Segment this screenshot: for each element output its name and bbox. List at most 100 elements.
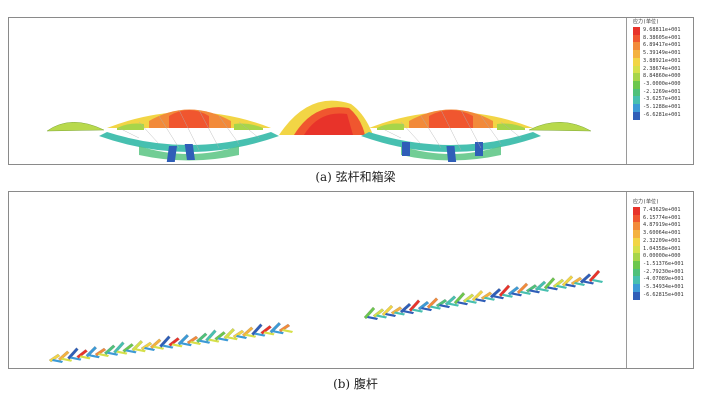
web-member: [471, 290, 484, 302]
web-member: [538, 287, 549, 292]
web-member: [48, 353, 61, 363]
legend-swatch: [633, 42, 640, 51]
web-member: [534, 280, 547, 292]
legend-value: 7.43629e+001: [643, 207, 681, 213]
web-member: [516, 282, 529, 294]
caption-a: (a) 弦杆和箱梁: [315, 170, 396, 184]
web-member: [214, 331, 226, 341]
web-member: [489, 288, 502, 299]
web-member: [177, 334, 189, 346]
left-support-b: [166, 146, 178, 162]
web-member: [399, 302, 412, 314]
web-member: [125, 349, 137, 354]
right-support-a: [402, 142, 410, 156]
web-member: [134, 348, 146, 353]
legend-value: 3.60064e+001: [643, 230, 681, 237]
legend-value: 2.38674e+001: [643, 65, 681, 72]
legend-value: -3.6257e+001: [643, 96, 681, 103]
web-member: [85, 346, 97, 358]
web-member: [462, 293, 475, 303]
legend-swatch: [633, 111, 640, 120]
legend-swatch: [633, 260, 640, 269]
web-member: [444, 295, 457, 306]
legend-swatch: [633, 245, 640, 254]
web-member: [435, 299, 448, 308]
web-member: [153, 345, 165, 350]
web-member: [190, 341, 201, 345]
legend-swatch: [633, 50, 640, 59]
web-member: [394, 311, 405, 316]
web-member: [232, 329, 245, 339]
panel-chords-box-girder: 应力(单位) 9.68811e+001 8.38605e+001 6.89417e+…: [8, 17, 694, 165]
web-member: [88, 354, 100, 359]
web-member: [511, 292, 522, 297]
web-member: [498, 284, 511, 297]
web-member: [507, 286, 520, 296]
web-member: [376, 314, 387, 319]
web-member: [588, 269, 601, 283]
legend-swatch: [633, 237, 640, 246]
web-member: [76, 349, 88, 359]
web-member: [272, 330, 284, 335]
web-member: [94, 347, 107, 357]
right-arch-lower-chord: [361, 132, 541, 162]
legend-value: -5.1288e+001: [643, 104, 681, 110]
web-member: [199, 339, 211, 344]
legend-value: -4.07089e+001: [643, 276, 684, 283]
legend-swatch: [633, 96, 640, 105]
legend-swatch: [633, 27, 640, 35]
web-member: [583, 280, 594, 285]
web-member: [372, 308, 385, 318]
web-member: [171, 343, 183, 348]
legend-value: -5.34934e+001: [643, 284, 684, 290]
legend-swatch: [633, 268, 640, 277]
web-member: [520, 290, 531, 295]
web-member: [408, 299, 421, 312]
chord-girder-stress-plot: [46, 100, 592, 162]
legend-b: 应力(单位) 7.43629e+001 6.15774e+001 4.87919e+…: [633, 198, 693, 300]
web-member: [421, 307, 432, 312]
legend-title: 应力(单位): [633, 19, 660, 25]
web-member: [547, 286, 558, 291]
web-member: [502, 293, 513, 298]
legend-swatch: [633, 57, 640, 66]
right-arch-upper-chord: [369, 109, 533, 130]
panel-web-members: 应力(单位) 7.43629e+001 6.15774e+001 4.87919e+…: [8, 191, 694, 369]
web-member: [475, 298, 486, 303]
legend-swatch: [633, 207, 640, 215]
legend-value: 5.39149e+001: [643, 50, 681, 57]
legend-value: 1.04358e+001: [643, 245, 681, 252]
web-member: [529, 289, 540, 294]
web-member: [430, 305, 441, 310]
right-support-c: [475, 142, 483, 156]
left-arch-web-members: [118, 109, 260, 151]
web-member: [439, 304, 450, 309]
legend-divider: [626, 18, 627, 164]
legend-swatch: [633, 88, 640, 97]
web-member: [58, 350, 70, 361]
web-member: [217, 337, 229, 342]
web-member: [570, 276, 583, 286]
web-member: [417, 300, 430, 311]
legend-value: -1.51376e+001: [643, 260, 684, 267]
side-span-right: [528, 122, 592, 132]
legend-swatch: [633, 276, 640, 285]
web-member: [116, 350, 128, 355]
web-member: [453, 292, 466, 305]
web-member: [61, 357, 73, 362]
web-member: [263, 331, 275, 336]
left-arch-lower-chord: [99, 132, 279, 162]
web-member: [245, 333, 257, 338]
web-member: [208, 338, 220, 343]
web-member: [98, 353, 109, 357]
web-member: [381, 304, 394, 317]
web-member: [254, 332, 266, 337]
web-member: [260, 325, 272, 335]
legend-value: 9.68811e+001: [643, 27, 681, 33]
legend-swatch: [633, 284, 640, 292]
web-member: [493, 295, 504, 300]
legend-title: 应力(单位): [633, 199, 660, 205]
web-member: [104, 344, 116, 355]
web-member: [543, 277, 556, 290]
web-member: [144, 347, 155, 351]
